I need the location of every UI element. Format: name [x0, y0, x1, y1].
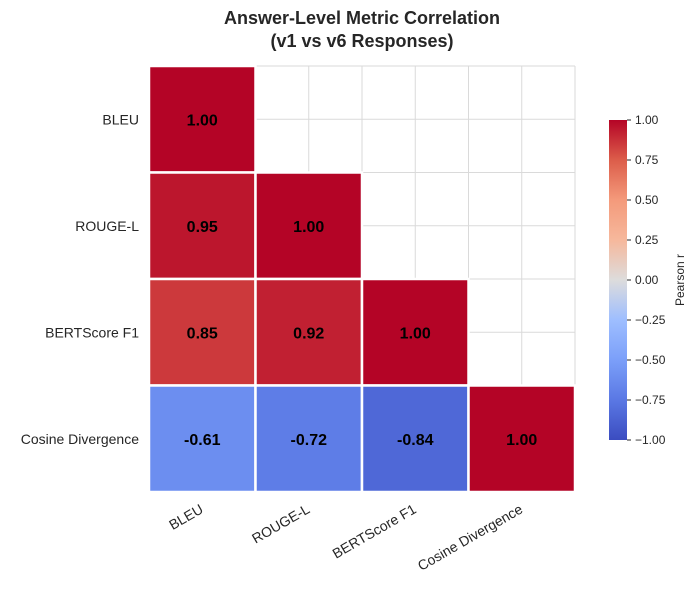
x-tick-label: ROUGE-L [249, 501, 312, 547]
colorbar-tick-label: 0.25 [635, 233, 659, 247]
x-tick-label: BLEU [166, 501, 206, 533]
chart-title-line-1: Answer-Level Metric Correlation [224, 8, 500, 28]
y-tick-label: Cosine Divergence [21, 431, 139, 447]
colorbar-tick-label: 0.50 [635, 193, 659, 207]
cell-value-label: 0.95 [187, 219, 218, 236]
x-tick-label: Cosine Divergence [415, 501, 526, 574]
colorbar-tick-label: 1.00 [635, 113, 659, 127]
heatmap-cell [360, 384, 470, 494]
cell-value-label: -0.72 [291, 432, 328, 449]
colorbar-tick-label: 0.75 [635, 153, 659, 167]
colorbar: Pearson r 1.00 0.75 0.50 0.25 0.00 −0.25 −0.50… [609, 113, 687, 447]
cell-value-label: -0.84 [397, 432, 434, 449]
colorbar-tick-label: −0.25 [635, 313, 666, 327]
colorbar-gradient [609, 120, 627, 440]
cell-value-label: 1.00 [506, 432, 537, 449]
y-tick-label: BERTScore F1 [45, 324, 139, 340]
cell-value-label: 0.92 [293, 325, 324, 342]
cell-value-label: -0.61 [184, 432, 221, 449]
heatmap-plot-area: 1.00 0.95 1.00 0.85 0.92 1.00 -0.61 -0.72 -0.84 1… [21, 64, 577, 574]
chart-title-line-2: (v1 vs v6 Responses) [270, 31, 453, 51]
cell-value-label: 1.00 [400, 325, 431, 342]
heatmap-cell [254, 384, 364, 494]
heatmap-cell [147, 277, 257, 387]
cell-value-label: 0.85 [187, 325, 218, 342]
heatmap-cell [254, 277, 364, 387]
heatmap-cell [254, 171, 364, 281]
heatmap-cell [467, 384, 577, 494]
colorbar-tick-label: −0.75 [635, 393, 666, 407]
colorbar-tick-label: −0.50 [635, 353, 666, 367]
colorbar-tick-label: −1.00 [635, 433, 666, 447]
x-tick-label: BERTScore F1 [329, 501, 418, 562]
colorbar-tick-label: 0.00 [635, 273, 659, 287]
heatmap-cell [147, 64, 257, 174]
cell-value-label: 1.00 [293, 219, 324, 236]
cell-value-label: 1.00 [187, 112, 218, 129]
colorbar-label: Pearson r [673, 254, 687, 306]
y-tick-label: ROUGE-L [75, 218, 139, 234]
y-tick-label: BLEU [102, 111, 139, 127]
